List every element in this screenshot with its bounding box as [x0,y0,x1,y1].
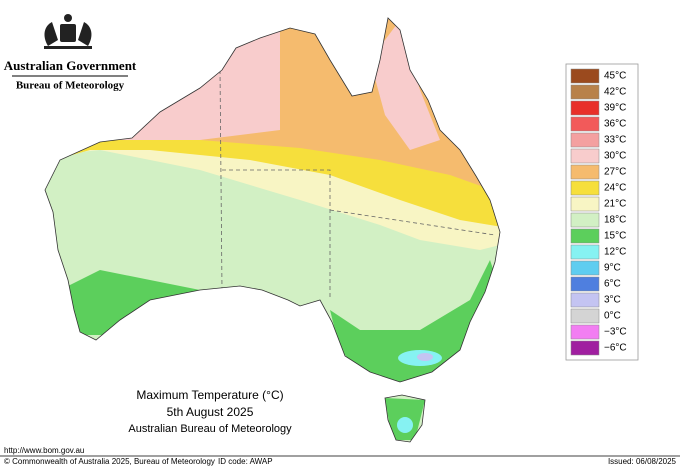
legend-label: 30°C [604,151,626,162]
legend-label: 45°C [604,71,626,82]
government-name: Australian Government [4,58,137,73]
legend-label: 42°C [604,87,626,98]
legend-swatch [570,180,600,196]
footer-issued: Issued: 06/08/2025 [608,457,677,466]
legend-swatch [570,324,600,340]
legend-label: 15°C [604,231,626,242]
legend-label: 24°C [604,183,626,194]
legend-label: 33°C [604,135,626,146]
legend-label: −3°C [604,327,627,338]
map-date: 5th August 2025 [167,405,254,419]
coastline [44,17,501,443]
legend-swatch [570,196,600,212]
legend-swatch [570,244,600,260]
legend-label: 12°C [604,247,626,258]
legend-swatch [570,132,600,148]
footer-copyright: © Commonwealth of Australia 2025, Bureau… [4,457,215,466]
legend-label: −6°C [604,343,627,354]
legend-label: 36°C [604,119,626,130]
footer-id: ID code: AWAP [218,457,273,466]
legend-label: 6°C [604,279,621,290]
legend-label: 39°C [604,103,626,114]
legend-swatch [570,340,600,356]
legend-label: 18°C [604,215,626,226]
legend-swatch [570,228,600,244]
legend-swatch [570,100,600,116]
legend-swatch [570,148,600,164]
map-source: Australian Bureau of Meteorology [128,423,292,435]
legend-swatch [570,84,600,100]
legend-label: 27°C [604,167,626,178]
legend-swatch [570,260,600,276]
footer-url: http://www.bom.gov.au [4,446,84,455]
legend-swatch [570,276,600,292]
legend: 45°C 42°C 39°C 36°C 33°C 30°C 27°C 24°C 21°C 18°C… [565,63,639,361]
legend-swatch [570,68,600,84]
legend-swatch [570,164,600,180]
legend-label: 9°C [604,263,621,274]
coat-of-arms [44,14,92,49]
legend-label: 3°C [604,295,621,306]
agency-name: Bureau of Meteorology [16,80,125,92]
legend-label: 0°C [604,311,621,322]
legend-swatch [570,212,600,228]
legend-swatch [570,308,600,324]
map-title: Maximum Temperature (°C) [136,388,283,402]
legend-swatch [570,116,600,132]
legend-swatch [570,292,600,308]
legend-label: 21°C [604,199,626,210]
